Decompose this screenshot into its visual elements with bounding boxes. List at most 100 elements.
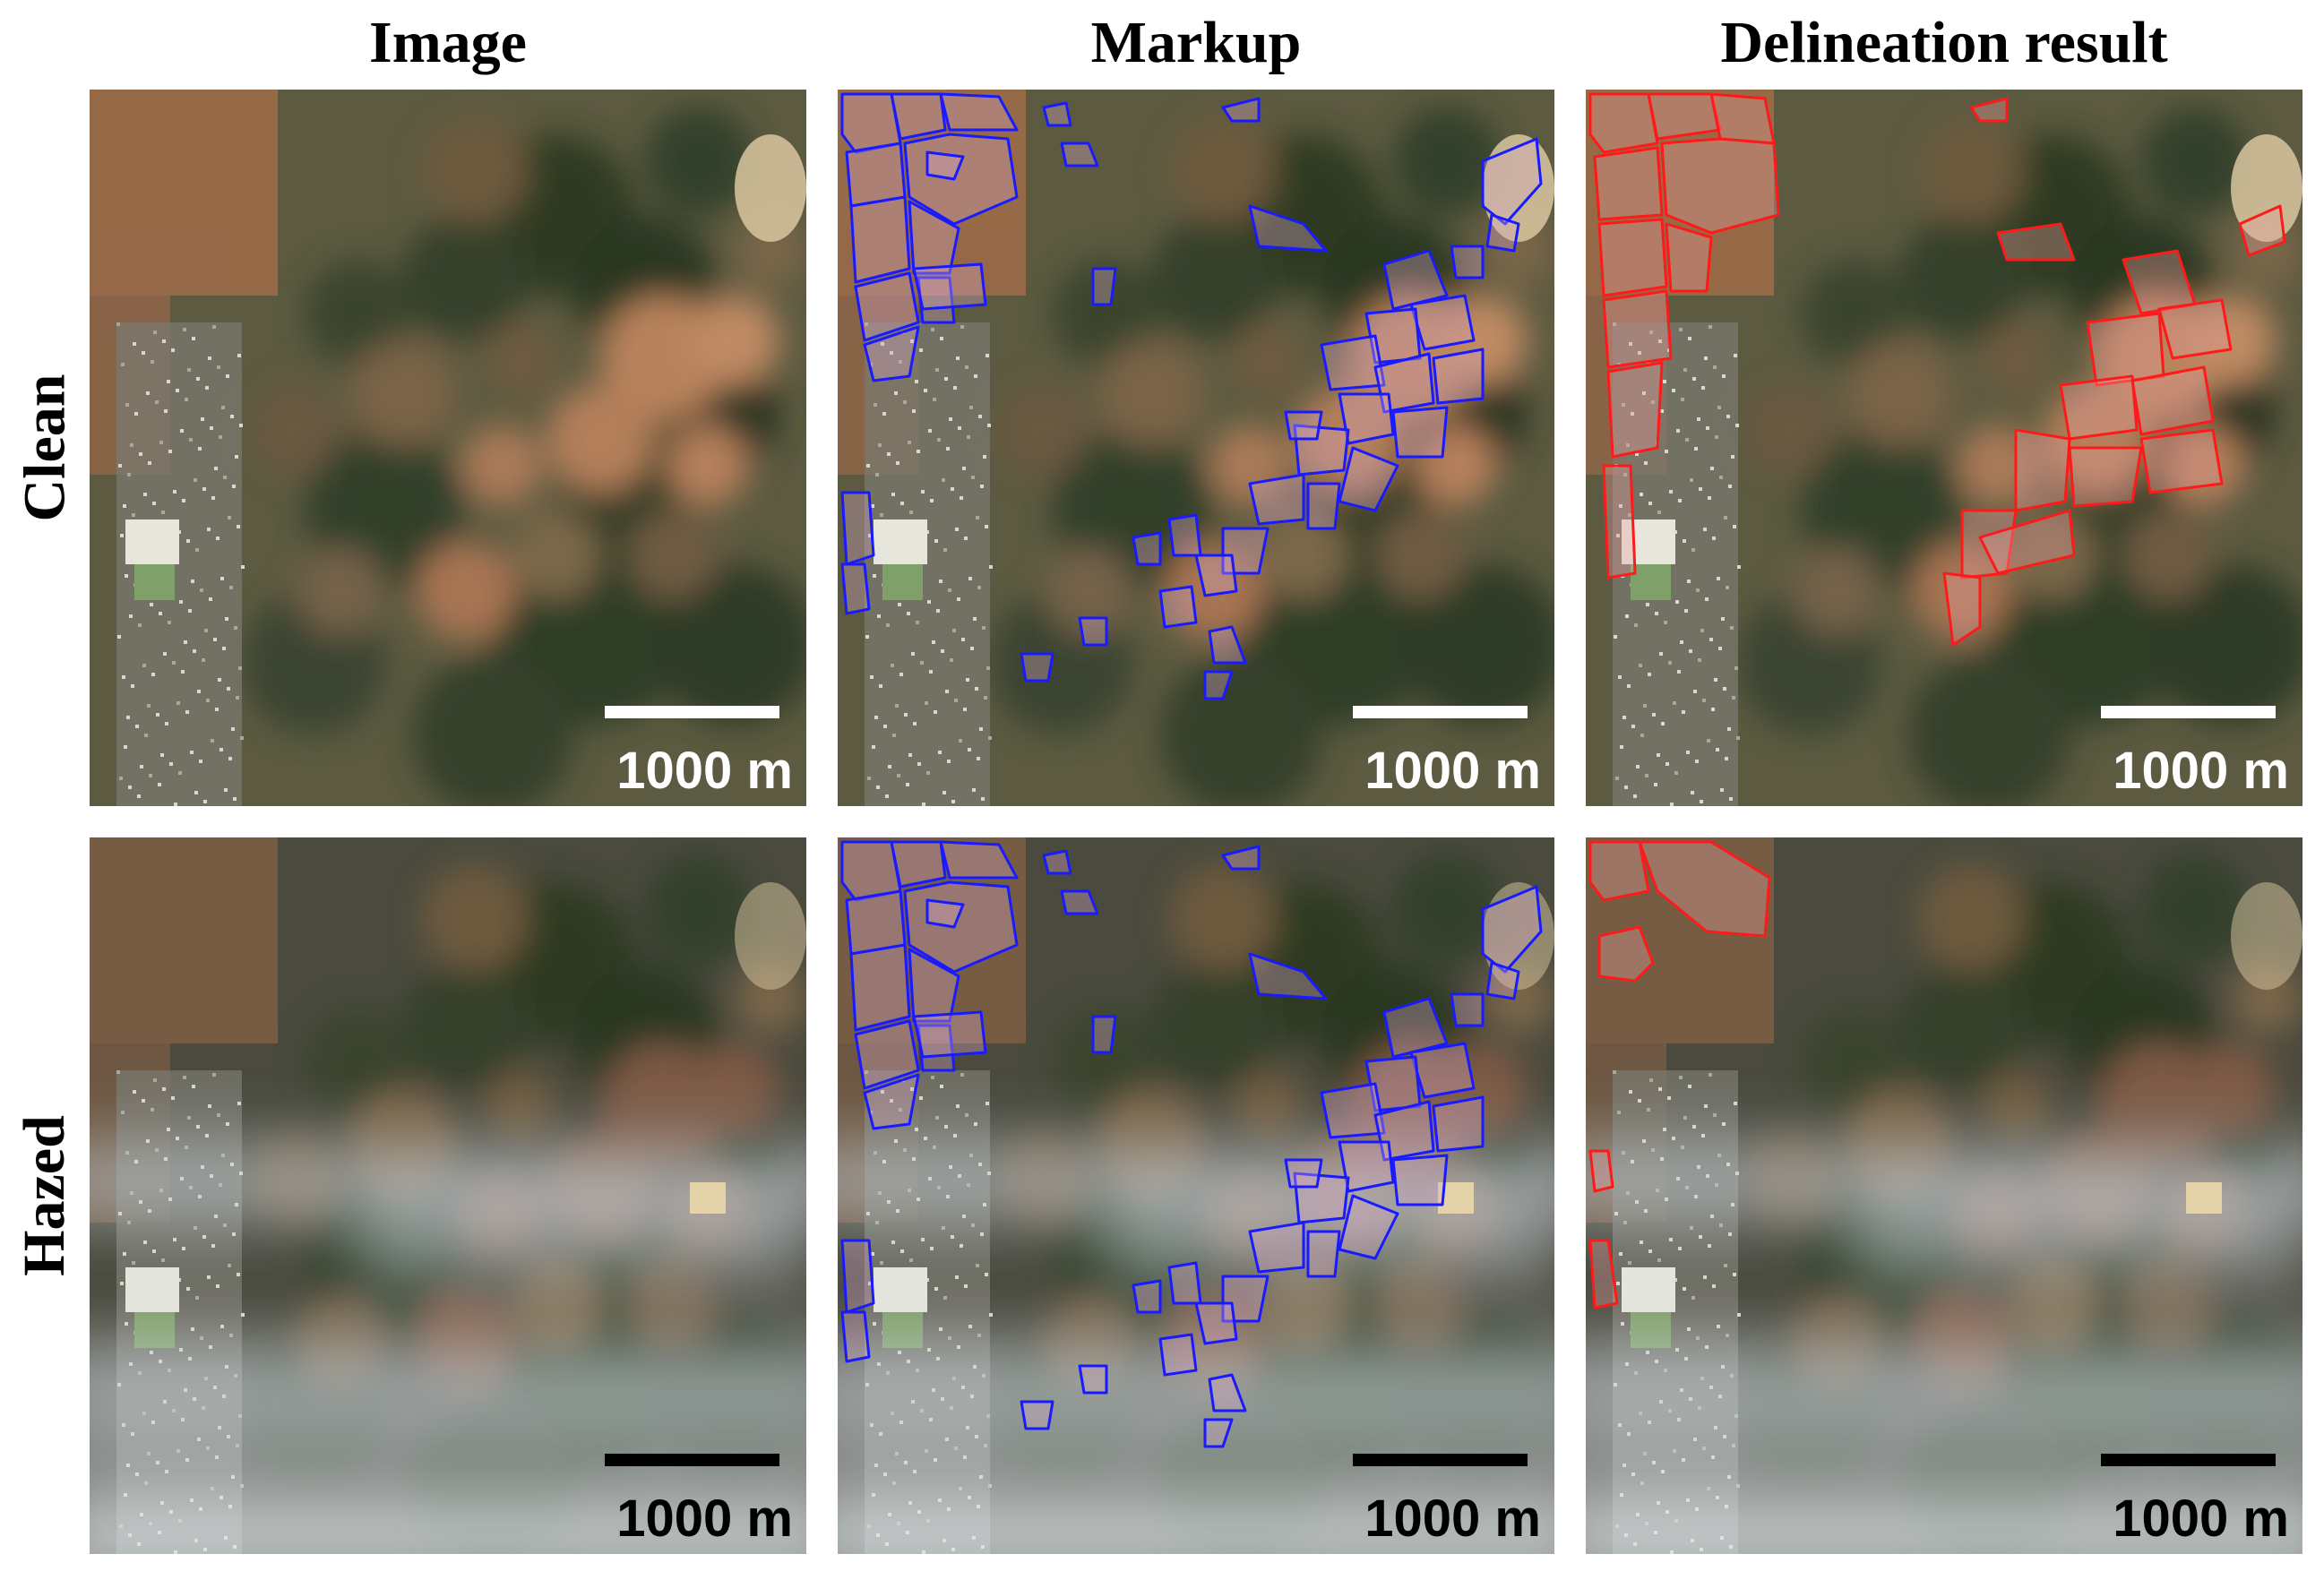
bare-soil-patch bbox=[735, 882, 806, 990]
row-title-clean: Clean bbox=[0, 90, 90, 806]
markup-field-25 bbox=[1338, 392, 1395, 445]
delineation-field-13 bbox=[2238, 204, 2286, 257]
markup-field-39 bbox=[1078, 616, 1108, 647]
panel-image: 1000 m bbox=[90, 837, 806, 1554]
bright-patch bbox=[690, 1182, 726, 1214]
markup-field-22 bbox=[1320, 334, 1386, 391]
markup-field-31 bbox=[1221, 527, 1270, 575]
panel-image: 1000 m bbox=[1586, 837, 2302, 1554]
bare-soil-patch bbox=[1483, 882, 1554, 990]
markup-field-6 bbox=[849, 943, 911, 1032]
markup-field-28 bbox=[1338, 1194, 1399, 1260]
markup-field-13 bbox=[1042, 101, 1072, 127]
delineation-field-4 bbox=[1588, 1149, 1614, 1193]
markup-field-22 bbox=[1320, 1082, 1386, 1139]
markup-field-43 bbox=[840, 1239, 875, 1314]
markup-field-5 bbox=[903, 880, 1019, 974]
markup-field-32 bbox=[1194, 1301, 1238, 1345]
markup-field-3 bbox=[939, 840, 1019, 880]
delineation-field-18 bbox=[2130, 365, 2215, 436]
markup-field-44 bbox=[840, 562, 871, 615]
markup-field-24 bbox=[1432, 348, 1485, 405]
row-title-hazed-label: Hazed bbox=[12, 1115, 78, 1276]
bare-soil-patch bbox=[1483, 134, 1554, 242]
markup-field-17 bbox=[1481, 885, 1543, 974]
markup-field-43 bbox=[840, 491, 875, 566]
scale-bar: 1000 m bbox=[2101, 1454, 2289, 1548]
panel-image: 1000 m bbox=[838, 837, 1554, 1554]
markup-field-10 bbox=[863, 1073, 920, 1130]
panel-image: 1000 m bbox=[838, 90, 1554, 806]
markup-field-41 bbox=[1284, 1158, 1323, 1189]
markup-field-26 bbox=[1391, 406, 1449, 459]
markup-field-31 bbox=[1221, 1275, 1270, 1323]
delineation-field-1 bbox=[1588, 840, 1650, 902]
markup-field-30 bbox=[1306, 1230, 1341, 1278]
delineation-field-8 bbox=[1602, 289, 1673, 369]
markup-field-36 bbox=[1208, 625, 1247, 665]
scale-bar-line bbox=[1353, 706, 1528, 718]
scale-bar: 1000 m bbox=[1353, 1454, 1541, 1548]
markup-field-29 bbox=[1248, 473, 1305, 526]
delineation-field-22 bbox=[1960, 509, 2018, 579]
scale-bar-line bbox=[605, 1454, 779, 1466]
scale-bar-line bbox=[1353, 1454, 1528, 1466]
markup-field-20 bbox=[1409, 1042, 1476, 1099]
scale-bar-line bbox=[2101, 1454, 2276, 1466]
markup-field-32 bbox=[1194, 554, 1238, 597]
markup-field-34 bbox=[1132, 531, 1162, 566]
markup-field-18 bbox=[1485, 213, 1520, 253]
markup-field-16 bbox=[1248, 204, 1328, 253]
scale-bar-label: 1000 m bbox=[2113, 742, 2289, 800]
markup-field-8 bbox=[854, 1019, 920, 1090]
bare-soil-patch bbox=[735, 134, 806, 242]
delineation-field-2 bbox=[1647, 92, 1722, 141]
delineation-field-16 bbox=[2086, 312, 2165, 387]
markup-field-12 bbox=[925, 898, 965, 929]
delineation-field-6 bbox=[1597, 218, 1668, 297]
delineation-field-5 bbox=[1660, 137, 1780, 235]
markup-field-40 bbox=[1091, 267, 1117, 306]
delineation-field-17 bbox=[2059, 374, 2139, 441]
markup-field-4 bbox=[845, 889, 907, 956]
markup-field-41 bbox=[1284, 410, 1323, 441]
markup-field-25 bbox=[1338, 1140, 1395, 1193]
delineation-field-4 bbox=[1593, 146, 1664, 221]
panel-clean-markup: 1000 m bbox=[838, 90, 1554, 806]
scale-bar-line bbox=[2101, 706, 2276, 718]
panel-hazed-image: 1000 m bbox=[90, 837, 806, 1554]
markup-field-12 bbox=[925, 150, 965, 181]
markup-field-6 bbox=[849, 195, 911, 284]
markup-field-14 bbox=[1060, 889, 1099, 915]
haze-layer bbox=[90, 1142, 806, 1554]
markup-field-15 bbox=[1221, 97, 1261, 123]
markup-field-20 bbox=[1409, 294, 1476, 351]
delineation-field-group bbox=[1588, 92, 2286, 647]
markup-field-3 bbox=[939, 92, 1019, 132]
markup-field-29 bbox=[1248, 1221, 1305, 1274]
haze-layer bbox=[1586, 1142, 2302, 1554]
markup-field-4 bbox=[845, 142, 907, 208]
markup-field-42 bbox=[1450, 245, 1485, 279]
bare-soil-patch bbox=[2231, 882, 2302, 990]
delineation-field-2 bbox=[1638, 840, 1771, 938]
delineation-field-23 bbox=[1942, 571, 1982, 647]
delineation-field-3 bbox=[1597, 925, 1655, 983]
scale-bar: 1000 m bbox=[605, 706, 793, 800]
delineation-field-10 bbox=[1602, 464, 1637, 579]
markup-field-14 bbox=[1060, 142, 1099, 167]
markup-field-44 bbox=[840, 1310, 871, 1363]
bright-patch bbox=[2186, 1182, 2222, 1214]
markup-field-35 bbox=[1158, 585, 1198, 629]
scale-bar: 1000 m bbox=[1353, 706, 1541, 800]
column-title-delineation-result: Delineation result bbox=[1720, 10, 2168, 75]
markup-field-40 bbox=[1091, 1015, 1117, 1054]
panel-clean-delineation: 1000 m bbox=[1586, 90, 2302, 806]
urban-area bbox=[116, 322, 245, 806]
panel-image: 1000 m bbox=[1586, 90, 2302, 806]
markup-field-19 bbox=[1382, 249, 1449, 311]
markup-field-26 bbox=[1391, 1154, 1449, 1206]
markup-field-39 bbox=[1078, 1364, 1108, 1395]
markup-field-42 bbox=[1450, 992, 1485, 1027]
markup-field-38 bbox=[1020, 1400, 1054, 1430]
